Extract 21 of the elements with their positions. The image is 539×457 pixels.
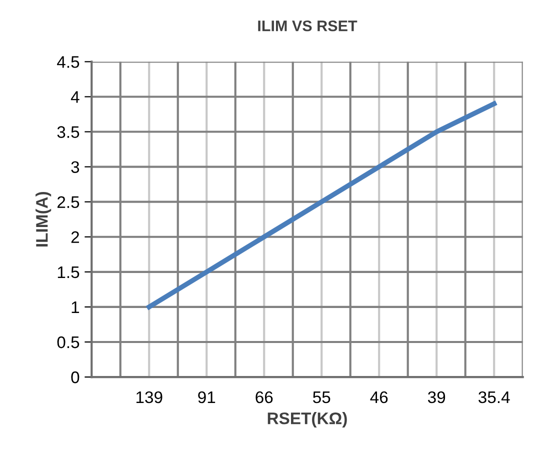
y-tick-label: 0.5 — [57, 336, 80, 348]
x-tick-label: 35.4 — [478, 391, 510, 404]
y-axis-title: ILIM(A) — [36, 192, 52, 246]
x-tick-label: 139 — [136, 391, 162, 404]
y-tick-label: 3.5 — [57, 126, 80, 138]
y-tick-label: 1 — [72, 302, 80, 313]
y-tick-label: 1.5 — [58, 266, 80, 278]
chart-title: ILIM VS RSET — [258, 20, 358, 32]
line-series — [146, 101, 497, 310]
x-tick-label: 39 — [428, 391, 446, 404]
y-tick-label: 4.5 — [57, 56, 80, 68]
y-tick-label: 0 — [71, 371, 80, 384]
x-tick-label: 46 — [370, 391, 388, 404]
y-tick-label: 4 — [70, 91, 80, 103]
y-tick-label: 2.5 — [57, 196, 80, 208]
x-tick-label: 91 — [198, 391, 216, 404]
x-tick-label: 66 — [256, 391, 273, 404]
y-tick-label: 3 — [71, 161, 80, 174]
x-tick-label: 55 — [313, 392, 330, 404]
x-axis-title: RSET(KΩ) — [268, 412, 347, 428]
y-tick-label: 2 — [71, 231, 79, 243]
